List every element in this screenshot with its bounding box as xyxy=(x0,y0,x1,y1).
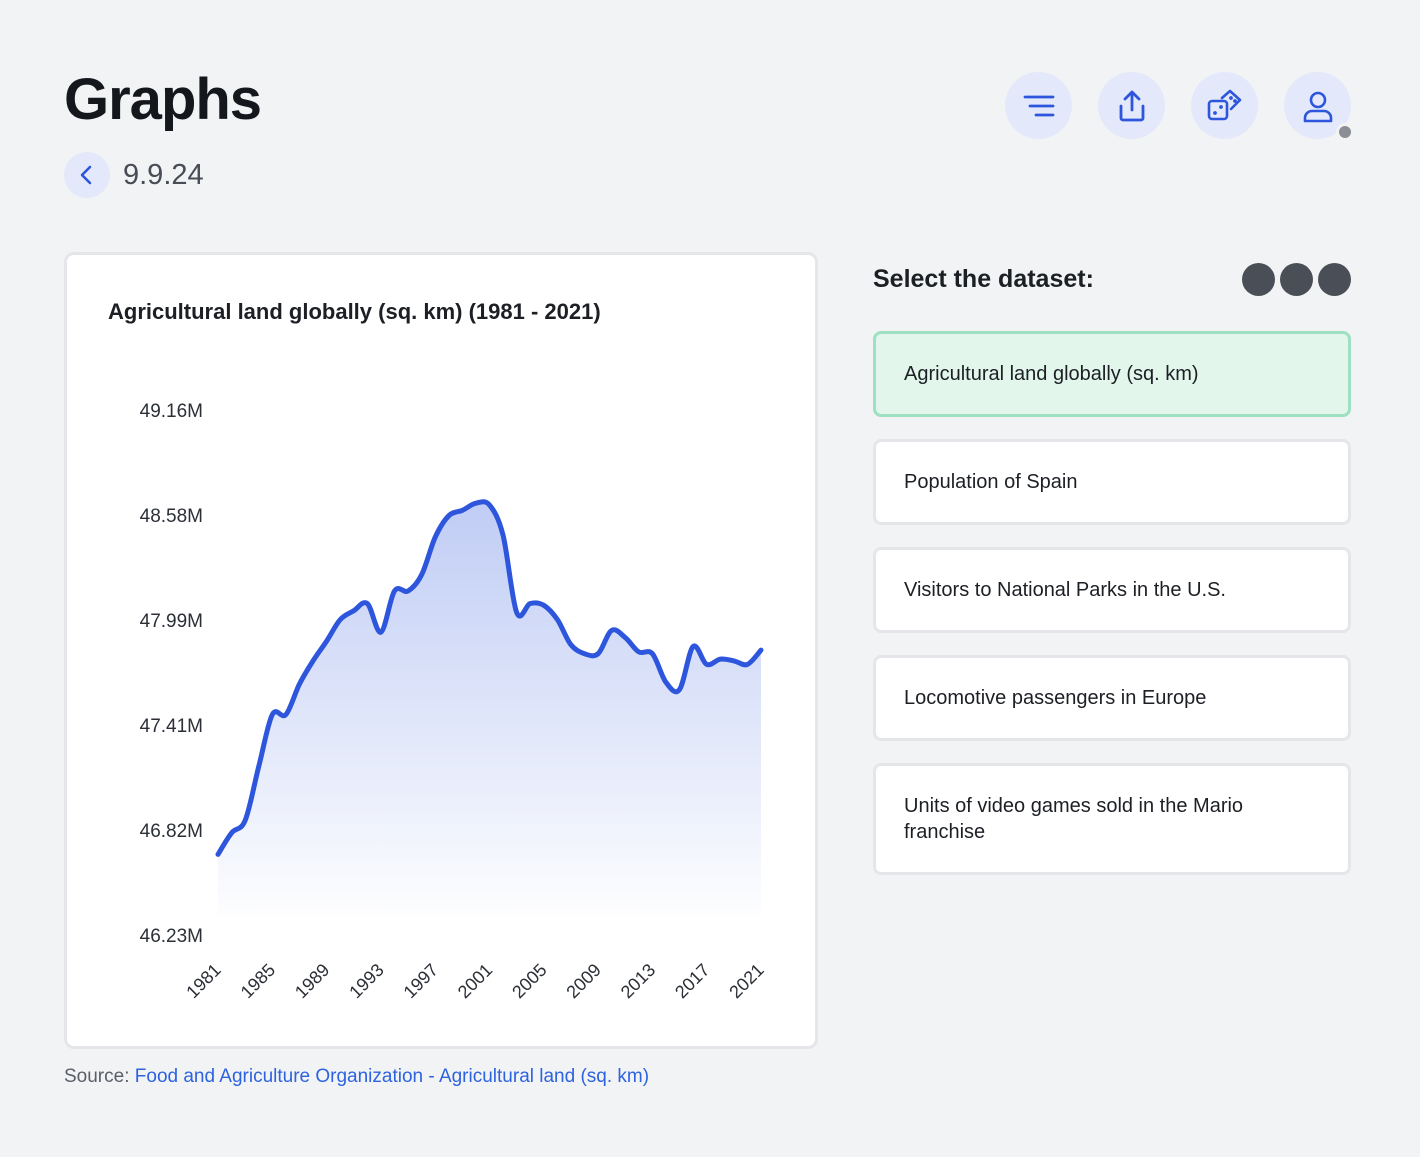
x-tick-label: 1997 xyxy=(400,960,442,1002)
y-tick-label: 47.99M xyxy=(140,611,203,632)
dataset-option-label: Units of video games sold in the Mario f… xyxy=(904,795,1244,843)
dataset-panel-header: Select the dataset: xyxy=(873,262,1351,296)
dataset-option-agricultural-land[interactable]: Agricultural land globally (sq. km) xyxy=(873,331,1351,417)
breadcrumb: 9.9.24 xyxy=(64,152,204,198)
chevron-left-icon xyxy=(80,165,92,185)
x-tick-label: 2013 xyxy=(617,960,659,1002)
more-options-button[interactable] xyxy=(1237,262,1351,296)
y-tick-label: 46.82M xyxy=(140,821,203,842)
dot-icon xyxy=(1280,262,1313,296)
status-indicator xyxy=(1336,123,1354,141)
date-label: 9.9.24 xyxy=(123,158,204,191)
source-link[interactable]: Food and Agriculture Organization - Agri… xyxy=(134,1066,650,1087)
x-tick-label: 2021 xyxy=(725,960,767,1002)
x-tick-label: 1993 xyxy=(345,960,387,1002)
random-dataset-button[interactable] xyxy=(1191,72,1258,139)
area-fill xyxy=(218,501,761,915)
toolbar xyxy=(1005,72,1354,141)
x-tick-label: 2001 xyxy=(454,960,496,1002)
dataset-panel-title: Select the dataset: xyxy=(873,264,1094,293)
menu-icon xyxy=(1023,95,1054,116)
dot-icon xyxy=(1318,262,1351,296)
y-tick-label: 49.16M xyxy=(140,401,203,422)
user-icon xyxy=(1303,91,1332,122)
back-button[interactable] xyxy=(64,152,110,198)
dataset-option-label: Locomotive passengers in Europe xyxy=(904,687,1207,709)
dataset-option-label: Agricultural land globally (sq. km) xyxy=(904,363,1199,385)
share-icon xyxy=(1119,90,1144,121)
x-tick-label: 2009 xyxy=(562,960,604,1002)
dataset-option-population-spain[interactable]: Population of Spain xyxy=(873,439,1351,525)
y-tick-label: 47.41M xyxy=(140,716,203,737)
dataset-option-mario-games[interactable]: Units of video games sold in the Mario f… xyxy=(873,763,1351,875)
share-button[interactable] xyxy=(1098,72,1165,139)
dataset-option-label: Population of Spain xyxy=(904,471,1078,493)
x-tick-label: 1989 xyxy=(291,960,333,1002)
menu-button[interactable] xyxy=(1005,72,1072,139)
series-line xyxy=(215,499,764,857)
dot-icon xyxy=(1242,262,1275,296)
dice-icon xyxy=(1207,89,1241,120)
x-tick-label: 2005 xyxy=(508,960,550,1002)
dataset-option-locomotive-passengers[interactable]: Locomotive passengers in Europe xyxy=(873,655,1351,741)
chart-title: Agricultural land globally (sq. km) (198… xyxy=(108,299,601,324)
x-tick-label: 2017 xyxy=(671,960,713,1002)
chart-card: Agricultural land globally (sq. km) (198… xyxy=(64,252,818,1049)
dataset-list: Agricultural land globally (sq. km) Popu… xyxy=(873,331,1351,897)
profile-button[interactable] xyxy=(1284,72,1354,141)
page-title: Graphs xyxy=(64,67,262,132)
source-prefix: Source: xyxy=(64,1066,135,1087)
x-tick-label: 1981 xyxy=(182,960,224,1002)
y-tick-label: 46.23M xyxy=(140,926,203,947)
x-tick-label: 1985 xyxy=(237,960,279,1002)
source-citation: Source: Food and Agriculture Organizatio… xyxy=(64,1066,649,1088)
area-chart: 46.23M 46.82M 47.41M 47.99M 48.58M 49.16M 198… xyxy=(140,401,768,1002)
dataset-option-label: Visitors to National Parks in the U.S. xyxy=(904,579,1226,601)
dataset-option-national-parks[interactable]: Visitors to National Parks in the U.S. xyxy=(873,547,1351,633)
y-tick-label: 48.58M xyxy=(140,506,203,527)
